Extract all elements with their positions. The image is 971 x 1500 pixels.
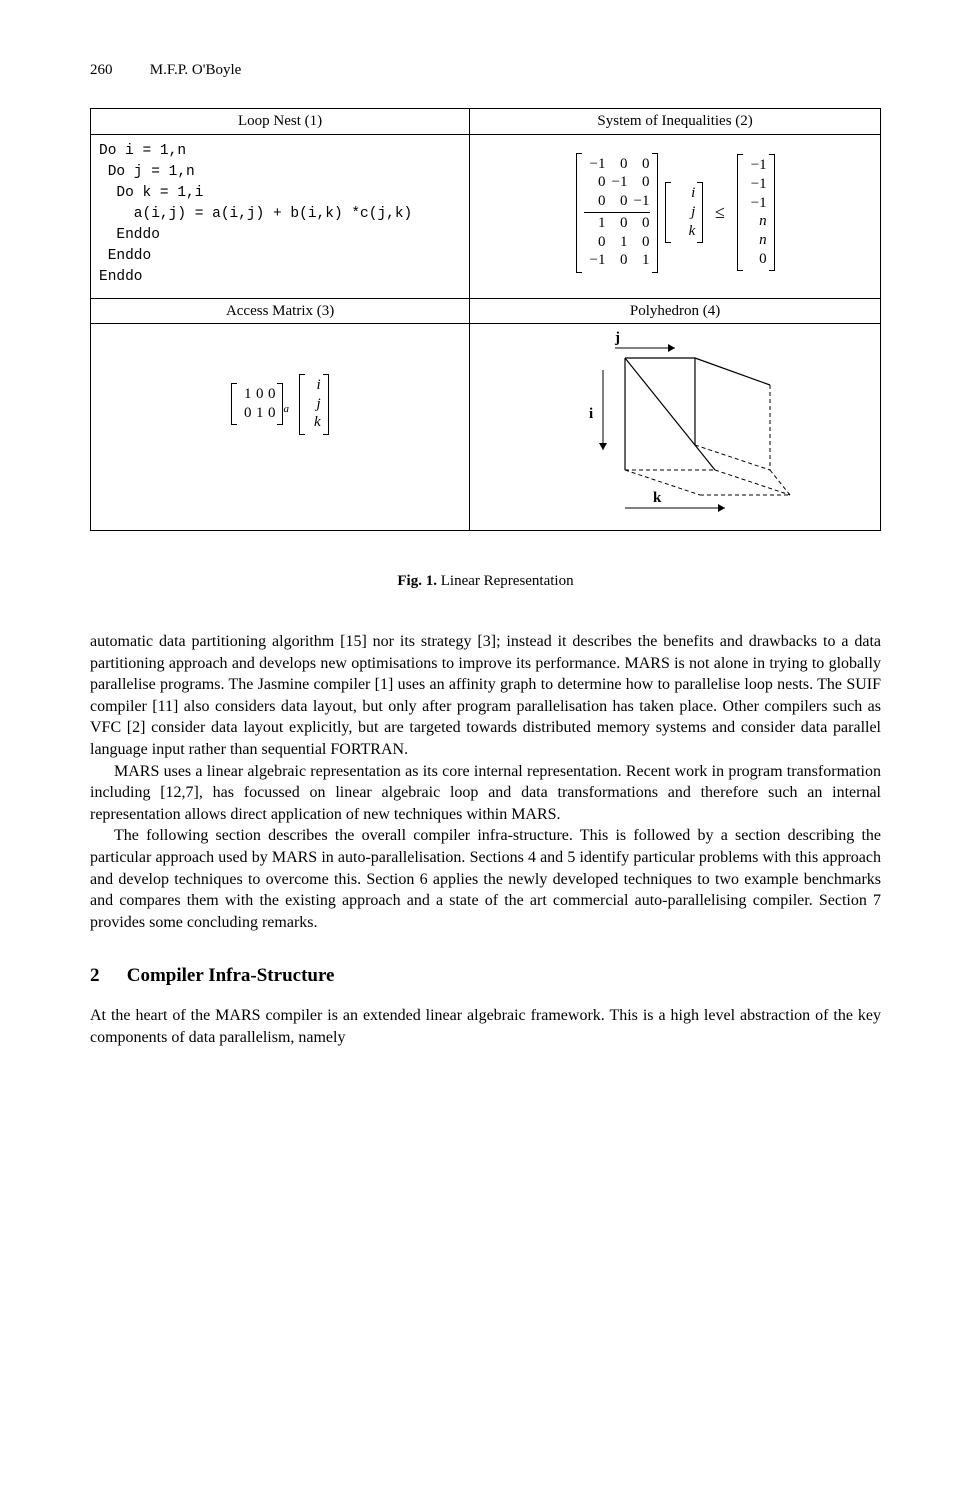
body-paragraph-1: automatic data partitioning algorithm [1… <box>90 631 881 761</box>
loop-nest-code: Do i = 1,n Do j = 1,n Do k = 1,i a(i,j) … <box>99 141 461 288</box>
cell-title-polyhedron: Polyhedron (4) <box>470 299 880 324</box>
inequalities-math: −100 0−10 00−1 100 010 −101 <box>470 135 880 291</box>
svg-text:i: i <box>589 406 593 422</box>
leq-symbol: ≤ <box>707 200 733 224</box>
figure-caption: Fig. 1. Linear Representation <box>90 571 881 591</box>
section-heading: 2 Compiler Infra-Structure <box>90 963 881 989</box>
cell-title-access-matrix: Access Matrix (3) <box>91 299 469 324</box>
header-author: M.F.P. O'Boyle <box>150 62 242 78</box>
section-title: Compiler Infra-Structure <box>127 965 335 986</box>
polyhedron-diagram: j i k <box>470 324 880 530</box>
subscript-a: a <box>283 403 289 415</box>
body-paragraph-2: MARS uses a linear algebraic representat… <box>90 761 881 826</box>
access-matrix-math: 100 010 a i j k <box>91 324 469 485</box>
cell-title-loop-nest: Loop Nest (1) <box>91 109 469 134</box>
page-number: 260 <box>90 60 146 80</box>
section-paragraph: At the heart of the MARS compiler is an … <box>90 1005 881 1048</box>
figure-1-table: Loop Nest (1) Do i = 1,n Do j = 1,n Do k… <box>90 108 881 531</box>
cell-title-inequalities: System of Inequalities (2) <box>470 109 880 134</box>
body-paragraph-3: The following section describes the over… <box>90 825 881 933</box>
running-header: 260 M.F.P. O'Boyle <box>90 60 881 80</box>
figure-label: Fig. 1. <box>397 573 437 589</box>
svg-text:j: j <box>614 330 620 346</box>
figure-caption-text: Linear Representation <box>441 573 574 589</box>
section-number: 2 <box>90 963 122 989</box>
svg-text:k: k <box>653 490 662 506</box>
